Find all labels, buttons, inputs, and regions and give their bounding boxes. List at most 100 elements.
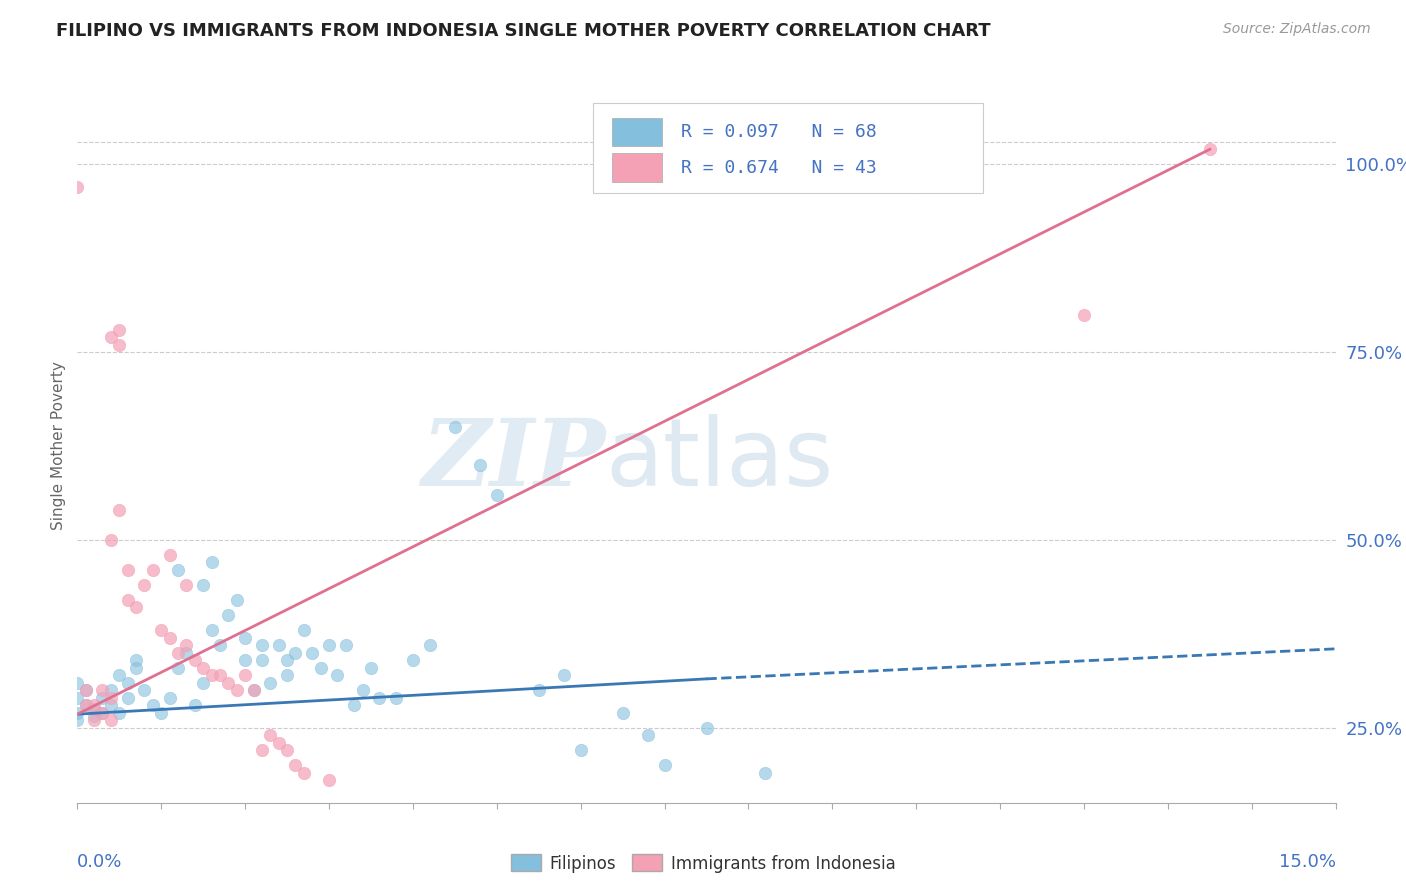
Point xyxy=(200,668,222,682)
Point xyxy=(276,668,298,682)
Text: 0.0%: 0.0% xyxy=(77,853,122,871)
Point xyxy=(468,458,491,472)
Point xyxy=(402,653,425,667)
Point xyxy=(654,758,676,772)
Point xyxy=(444,420,467,434)
Point xyxy=(191,660,215,674)
Point xyxy=(208,638,231,652)
Point xyxy=(117,675,139,690)
Point xyxy=(284,646,307,660)
Point xyxy=(267,638,290,652)
Point xyxy=(259,728,281,742)
Point xyxy=(91,690,114,705)
Point xyxy=(134,578,156,592)
Point xyxy=(75,683,97,698)
Text: R = 0.097   N = 68: R = 0.097 N = 68 xyxy=(682,123,877,141)
Point xyxy=(83,698,105,713)
Legend: Filipinos, Immigrants from Indonesia: Filipinos, Immigrants from Indonesia xyxy=(503,847,903,880)
Point xyxy=(100,533,122,547)
Point xyxy=(75,698,97,713)
Point xyxy=(267,736,290,750)
Point xyxy=(150,623,173,637)
Point xyxy=(360,660,382,674)
Point xyxy=(142,563,165,577)
Point xyxy=(100,683,122,698)
Point xyxy=(159,631,181,645)
Point xyxy=(612,706,634,720)
Point xyxy=(66,713,89,727)
Point xyxy=(553,668,575,682)
Point xyxy=(83,713,105,727)
Point xyxy=(117,690,139,705)
Point xyxy=(217,675,239,690)
Point xyxy=(343,698,366,713)
Point xyxy=(569,743,592,757)
Point xyxy=(200,623,222,637)
Point xyxy=(100,713,122,727)
Text: FILIPINO VS IMMIGRANTS FROM INDONESIA SINGLE MOTHER POVERTY CORRELATION CHART: FILIPINO VS IMMIGRANTS FROM INDONESIA SI… xyxy=(56,22,991,40)
Point xyxy=(191,578,215,592)
Point xyxy=(75,683,97,698)
Y-axis label: Single Mother Poverty: Single Mother Poverty xyxy=(51,361,66,531)
Text: ZIP: ZIP xyxy=(422,416,606,505)
Point xyxy=(905,179,928,194)
Point xyxy=(125,653,148,667)
Point xyxy=(233,631,256,645)
Point xyxy=(142,698,165,713)
Point xyxy=(184,653,207,667)
Point xyxy=(176,638,198,652)
Point xyxy=(200,556,222,570)
Point xyxy=(176,646,198,660)
Point xyxy=(368,690,391,705)
Point xyxy=(191,675,215,690)
Point xyxy=(66,690,89,705)
Point xyxy=(326,668,349,682)
Point xyxy=(117,563,139,577)
Point xyxy=(419,638,441,652)
Point xyxy=(242,683,264,698)
Point xyxy=(352,683,374,698)
Point xyxy=(276,653,298,667)
Point xyxy=(233,653,256,667)
Point xyxy=(309,660,332,674)
Point xyxy=(108,503,131,517)
Point xyxy=(167,660,190,674)
FancyBboxPatch shape xyxy=(593,103,983,193)
Point xyxy=(108,706,131,720)
Point xyxy=(117,593,139,607)
Point xyxy=(66,706,89,720)
Point xyxy=(754,765,776,780)
Point xyxy=(134,683,156,698)
Point xyxy=(184,698,207,713)
Point xyxy=(83,709,105,723)
Point xyxy=(250,638,273,652)
FancyBboxPatch shape xyxy=(612,153,662,182)
Point xyxy=(527,683,550,698)
Point xyxy=(91,706,114,720)
Point xyxy=(225,683,247,698)
Point xyxy=(83,702,105,716)
Text: 15.0%: 15.0% xyxy=(1278,853,1336,871)
Point xyxy=(242,683,264,698)
Point xyxy=(485,488,508,502)
Point xyxy=(259,675,281,690)
Point xyxy=(250,743,273,757)
Point xyxy=(91,706,114,720)
Point xyxy=(225,593,247,607)
Point xyxy=(75,698,97,713)
Point xyxy=(284,758,307,772)
Point xyxy=(108,668,131,682)
Point xyxy=(217,607,239,622)
Point xyxy=(100,330,122,344)
Point xyxy=(335,638,357,652)
Point xyxy=(91,683,114,698)
Point xyxy=(150,706,173,720)
FancyBboxPatch shape xyxy=(612,118,662,146)
Point xyxy=(696,721,718,735)
Point xyxy=(292,765,315,780)
Point xyxy=(66,179,89,194)
Point xyxy=(385,690,408,705)
Point xyxy=(233,668,256,682)
Point xyxy=(167,646,190,660)
Point xyxy=(1199,142,1222,156)
